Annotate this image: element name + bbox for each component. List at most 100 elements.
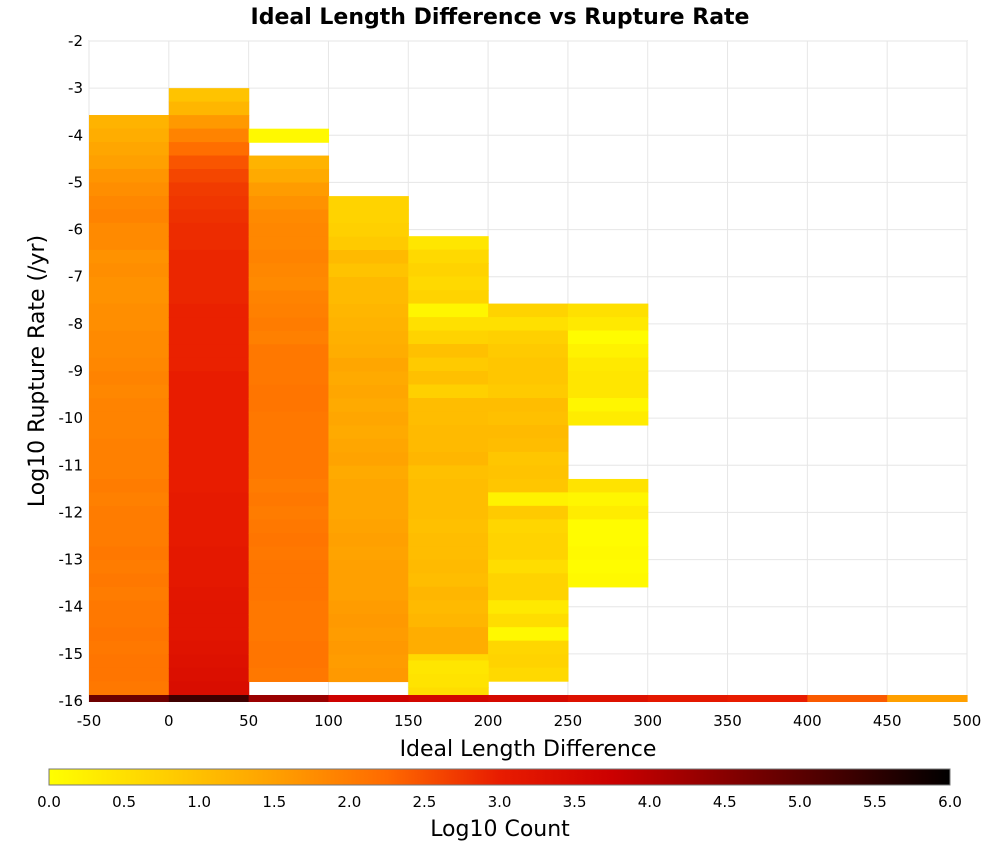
heatmap-cell-bottom [248,695,330,702]
heatmap-cell [488,519,569,534]
y-axis-label: Log10 Rupture Rate (/yr) [25,235,50,507]
heatmap-cell [89,168,170,184]
x-tick-label: 0 [164,712,174,730]
heatmap-cell [567,317,649,332]
heatmap-cell [248,371,330,386]
heatmap-cell [328,533,409,548]
heatmap-cell [168,115,250,130]
colorbar-tick-label: 3.5 [563,793,587,811]
y-tick-label: -6 [68,221,83,239]
heatmap-cell [567,573,649,588]
heatmap-cell [168,479,250,494]
heatmap-cell-bottom [89,695,170,702]
heatmap-cell [248,317,330,332]
heatmap-cell [248,249,330,265]
heatmap-cell [248,654,330,669]
heatmap-cell [328,276,409,292]
heatmap-cell [488,330,569,345]
heatmap-cell [328,627,409,642]
heatmap-cell [168,236,250,251]
x-tick-label: 200 [474,712,503,730]
heatmap-cell-bottom [647,695,729,702]
heatmap-cells [89,88,968,702]
heatmap-cell [328,519,409,534]
heatmap-cell [89,357,170,372]
heatmap-cell [168,600,250,615]
heatmap-cell [248,263,330,278]
heatmap-cell [168,196,250,211]
heatmap-cell [248,465,330,480]
heatmap-cell [248,209,330,224]
heatmap-cell [328,250,409,265]
heatmap-cell [408,640,489,655]
heatmap-cell [408,532,489,547]
heatmap-cell [408,546,489,561]
heatmap-cell [488,667,569,682]
heatmap-cell [248,236,330,251]
heatmap-cell [248,303,330,318]
heatmap-cell [328,654,409,669]
heatmap-cell [168,425,250,440]
heatmap-cell [328,546,409,561]
heatmap-cell [408,613,489,628]
heatmap-cell [488,546,569,561]
heatmap-cell [248,506,330,521]
heatmap-cell [408,424,489,440]
heatmap-cell [89,479,170,494]
heatmap-cell [488,438,569,453]
heatmap-cell [89,141,170,157]
heatmap-cell [328,236,409,251]
heatmap-cell [89,317,170,332]
y-tick-label: -15 [59,645,84,663]
heatmap-cell [168,411,250,426]
heatmap-cell [248,452,330,467]
y-tick-label: -16 [59,692,84,710]
heatmap-cell-bottom [488,695,569,702]
heatmap-cell [567,519,649,534]
heatmap-cell [328,492,409,507]
heatmap-cell [168,169,250,184]
colorbar-ticks: 0.0 0.5 1.0 1.5 2.0 2.5 3.0 3.5 4.0 4.5 5.0 5.5 6.0 [37,793,962,811]
heatmap-cell [248,384,330,399]
heatmap-cell [168,587,250,602]
heatmap-cell [488,317,569,332]
x-tick-label: 450 [873,712,902,730]
heatmap-cell [168,357,250,372]
heatmap-cell [89,209,170,224]
x-tick-label: 300 [633,712,662,730]
colorbar-label: Log10 Count [430,817,570,842]
heatmap-cell [328,371,409,386]
heatmap-cell [89,532,170,548]
heatmap-cell [488,384,569,399]
heatmap-cell [89,371,170,386]
heatmap-cell [168,613,250,629]
heatmap-cell [248,128,330,143]
heatmap-cell [328,587,409,602]
heatmap-cell [408,397,489,413]
heatmap-cell [89,613,170,628]
heatmap-cell [248,411,330,426]
heatmap-cell [328,384,409,399]
heatmap-cell [248,519,330,534]
heatmap-cell [567,397,649,413]
heatmap-cell [328,425,409,440]
heatmap-cell-bottom [887,695,968,702]
heatmap-cell [408,451,489,466]
heatmap-cell [408,330,489,345]
heatmap-cell [408,600,489,615]
heatmap-cell [328,479,409,494]
heatmap-cell [328,223,409,238]
heatmap-cell [567,384,649,399]
heatmap-cell [488,627,569,642]
heatmap-cell [89,276,170,291]
colorbar-tick-label: 5.5 [863,793,887,811]
x-tick-label: 150 [394,712,423,730]
heatmap-cell [168,492,250,507]
heatmap-cell [168,209,250,224]
heatmap-cell [89,236,170,251]
heatmap-cell [168,249,250,265]
y-tick-label: -5 [68,173,83,191]
heatmap-cell [567,505,649,521]
heatmap-cell [248,438,330,453]
heatmap-cell [248,344,330,359]
